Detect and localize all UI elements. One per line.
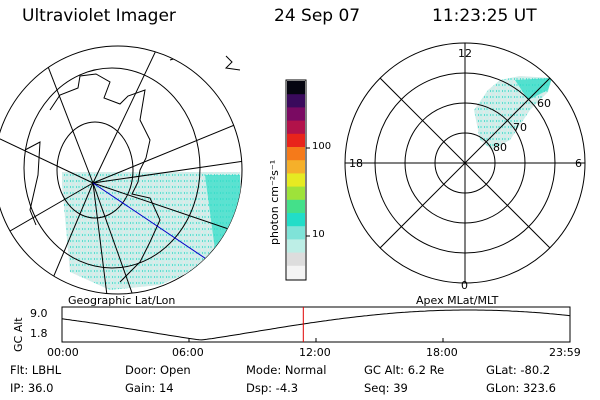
colorbar-band — [287, 226, 305, 240]
dsp-readout: Dsp: -4.3 — [246, 381, 299, 395]
altitude-ytick-min: 1.8 — [30, 327, 48, 340]
altitude-plot — [61, 306, 571, 343]
colorbar-tick-10: 10 — [312, 229, 325, 240]
colorbar-band — [287, 81, 305, 95]
mlt-label-0: 0 — [461, 279, 468, 292]
altitude-ylabel: GC Alt — [12, 317, 25, 352]
seq-readout: Seq: 39 — [364, 381, 408, 395]
mode-readout: Mode: Normal — [246, 363, 327, 377]
colorbar-band — [287, 147, 305, 161]
instrument-title: Ultraviolet Imager — [22, 6, 176, 26]
colorbar-band — [287, 265, 305, 280]
x-axis-ticks — [61, 338, 571, 342]
magnetic-polar-plot — [344, 42, 586, 284]
right-panel-caption: Apex MLat/MLT — [416, 294, 499, 307]
mlt-label-18: 18 — [349, 157, 363, 170]
emission-image — [62, 172, 242, 290]
lat-label-70: 70 — [513, 121, 527, 134]
altitude-plot-frame — [61, 306, 571, 343]
filter-readout: Flt: LBHL — [10, 363, 62, 377]
date-label: 24 Sep 07 — [274, 6, 361, 26]
altitude-xtick: 12:00 — [299, 346, 331, 359]
colorbar-unit-label: photon cm⁻²s⁻¹ — [268, 159, 281, 245]
gain-readout: Gain: 14 — [125, 381, 174, 395]
emission-bright-region — [515, 78, 552, 100]
colorbar-frame — [285, 79, 307, 281]
colorbar-band — [287, 213, 305, 227]
lat-label-60: 60 — [537, 97, 551, 110]
colorbar-band — [287, 239, 305, 254]
coastline — [49, 73, 161, 283]
colorbar-band — [287, 252, 305, 267]
colorbar-band — [287, 107, 305, 122]
altitude-xtick: 18:00 — [426, 346, 458, 359]
colorbar-band — [287, 186, 305, 201]
altitude-xtick: 00:00 — [47, 346, 79, 359]
altitude-xtick: 06:00 — [172, 346, 204, 359]
latitude-circle — [23, 67, 201, 269]
ip-readout: IP: 36.0 — [10, 381, 54, 395]
altitude-curve — [61, 309, 571, 341]
colorbar-band — [287, 94, 305, 108]
geographic-map — [0, 45, 243, 295]
time-label: 11:23:25 UT — [432, 6, 537, 26]
colorbar-band — [287, 160, 305, 174]
latitude-circle — [56, 121, 134, 219]
mlt-label-12: 12 — [458, 47, 472, 60]
colorbar — [285, 79, 310, 281]
altitude-xtick: 23:59 — [549, 346, 581, 359]
mlt-diagonal — [379, 77, 551, 249]
door-readout: Door: Open — [125, 363, 191, 377]
colorbar-band — [287, 120, 305, 135]
mlt-label-6: 6 — [575, 157, 582, 170]
glon-readout: GLon: 323.6 — [486, 381, 556, 395]
left-panel-caption: Geographic Lat/Lon — [68, 294, 176, 307]
lat-label-80: 80 — [493, 141, 507, 154]
colorbar-tick-100: 100 — [312, 141, 332, 152]
coastline — [224, 55, 241, 71]
gc-alt-readout: GC Alt: 6.2 Re — [364, 363, 445, 377]
coastline — [24, 141, 41, 226]
colorbar-band — [287, 133, 305, 148]
colorbar-band — [287, 173, 305, 188]
altitude-ytick-max: 9.0 — [30, 307, 48, 320]
glat-readout: GLat: -80.2 — [486, 363, 551, 377]
colorbar-band — [287, 199, 305, 214]
